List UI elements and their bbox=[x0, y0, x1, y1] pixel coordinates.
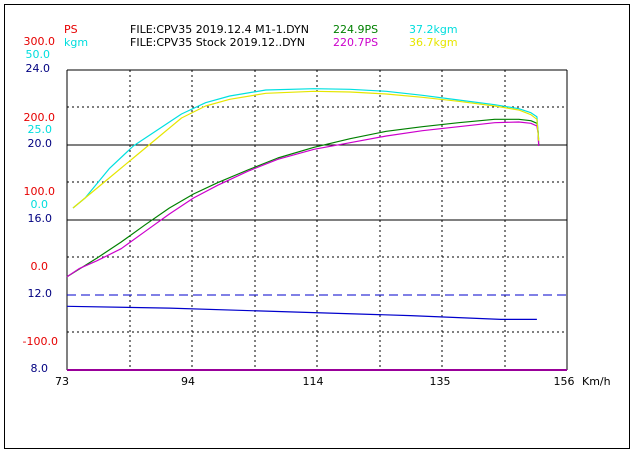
file2-ps: 220.7PS bbox=[333, 36, 379, 49]
y-label-kgm-50: 50.0 bbox=[25, 48, 51, 61]
y-label-12: 12.0 bbox=[27, 287, 53, 300]
x-tick-label-135: 135 bbox=[429, 375, 451, 388]
y-label-24: 24.0 bbox=[25, 62, 51, 75]
series-line-file2_ps bbox=[66, 121, 540, 278]
series-line-file1_kgm bbox=[72, 88, 540, 209]
series-line-file2_kgm bbox=[72, 90, 540, 209]
y-label-kgm-25: 25.0 bbox=[27, 123, 53, 136]
y-label-ps-300: 300.0 bbox=[23, 35, 56, 48]
kgm-unit-label: kgm bbox=[64, 36, 89, 49]
y-label-ps-neg100: -100.0 bbox=[22, 335, 58, 348]
file1-name: FILE:CPV35 2019.12.4 M1-1.DYN bbox=[130, 23, 309, 36]
y-label-ps-100: 100.0 bbox=[23, 185, 56, 198]
y-label-ps-200: 200.0 bbox=[23, 111, 56, 124]
y-label-kgm-0: 0.0 bbox=[30, 198, 49, 211]
ps-unit-label: PS bbox=[64, 23, 78, 36]
y-label-8: 8.0 bbox=[30, 362, 49, 375]
y-label-ps-0: 0.0 bbox=[30, 260, 49, 273]
series-line-file1_ps bbox=[66, 118, 540, 278]
file1-ps: 224.9PS bbox=[333, 23, 379, 36]
x-axis-unit-label: Km/h bbox=[582, 375, 611, 388]
series-line-bottom_line bbox=[66, 305, 537, 320]
file1-kgm: 37.2kgm bbox=[409, 23, 458, 36]
y-label-20: 20.0 bbox=[27, 137, 53, 150]
x-tick-label-94: 94 bbox=[181, 375, 195, 388]
x-tick-label-156: 156 bbox=[553, 375, 575, 388]
x-tick-label-114: 114 bbox=[302, 375, 324, 388]
file2-kgm: 36.7kgm bbox=[409, 36, 458, 49]
file2-name: FILE:CPV35 Stock 2019.12..DYN bbox=[130, 36, 305, 49]
y-label-16: 16.0 bbox=[27, 212, 53, 225]
x-tick-label-73: 73 bbox=[55, 375, 69, 388]
